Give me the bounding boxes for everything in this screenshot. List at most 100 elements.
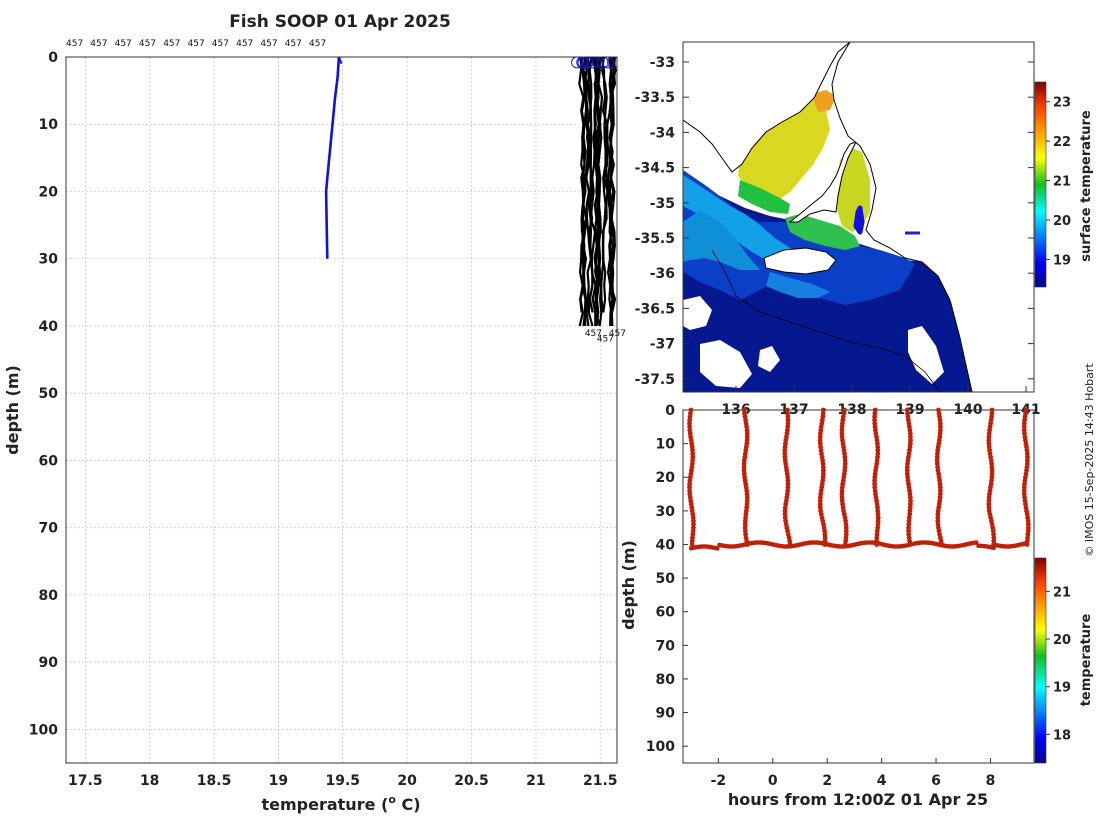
map-y-tick-label: -37.5: [635, 372, 675, 388]
cloud-gap: [908, 326, 944, 384]
section-y-ticks: 0 10 20 30 40 50 60 70 80 90 100: [646, 403, 688, 755]
black-profile-line: [600, 57, 609, 313]
section-point: [842, 461, 848, 467]
section-point: [822, 542, 828, 547]
profile-y-tick-label: 20: [39, 184, 59, 200]
map-colorbar-tick-label: 21: [1053, 175, 1071, 190]
section-point: [875, 505, 880, 510]
ocean-patch: [766, 272, 830, 298]
section-point: [821, 468, 826, 473]
section-point: [991, 538, 997, 544]
section-point: [689, 538, 695, 544]
section-data: [687, 407, 1031, 551]
section-point: [986, 501, 992, 507]
section-point: [934, 458, 940, 463]
profile-y-tick-label: 80: [39, 588, 59, 604]
section-y-tick-label: 30: [656, 504, 676, 520]
section-point: [843, 521, 849, 527]
section-panel: 0 10 20 30 40 50 60 70 80 90 100 -2 0 2 4 6 8 hours fro…: [619, 403, 1094, 809]
profile-y-tick-label: 90: [39, 655, 59, 671]
map-y-tick-label: -35.5: [635, 231, 675, 247]
section-point: [991, 535, 997, 541]
map-y-tick-label: -35: [650, 196, 675, 212]
section-y-tick-label: 40: [656, 537, 676, 553]
section-point: [785, 484, 791, 490]
section-x-ticks: -2 0 2 4 6 8: [711, 758, 995, 789]
section-point: [690, 447, 695, 453]
profile-top-label: 457: [188, 39, 205, 49]
map-y-tick-label: -37: [650, 337, 675, 353]
section-colorbar-tick-label: 19: [1053, 681, 1071, 696]
section-x-tick-label: -2: [711, 773, 727, 789]
section-point: [875, 521, 881, 527]
profile-axes-frame: [65, 56, 618, 764]
section-point: [904, 407, 910, 413]
black-profile-line: [580, 57, 588, 327]
black-profile-line: [608, 57, 617, 327]
surface-marker: [607, 57, 617, 69]
section-colorbar-tick-label: 21: [1053, 585, 1071, 600]
ocean-shelf-west: [683, 210, 760, 270]
investigator-strait: [785, 214, 860, 250]
section-point: [989, 468, 995, 473]
section-point: [905, 461, 910, 467]
map-y-ticks: -33 -33.5 -34 -34.5 -35 -35.5 -36 -36.5 -37 -37.5: [635, 55, 1034, 388]
section-point: [906, 518, 912, 524]
profile-y-label: depth (m): [3, 365, 22, 455]
profile-top-label: 457: [139, 39, 156, 49]
section-y-tick-label: 80: [656, 672, 676, 688]
section-colorbar: [1034, 557, 1047, 764]
section-point: [745, 542, 750, 547]
section-point: [1025, 458, 1030, 463]
map-panel: -33 -33.5 -34 -34.5 -35 -35.5 -36 -36.5 -37 -37.5…: [635, 41, 1094, 418]
section-x-label: hours from 12:00Z 01 Apr 25: [728, 790, 988, 809]
section-point: [908, 501, 913, 507]
section-point: [874, 538, 880, 544]
section-point: [906, 521, 912, 527]
profile-y-tick-label: 50: [39, 386, 59, 402]
section-point: [1025, 518, 1031, 524]
section-point: [741, 464, 747, 470]
profile-x-ticks: 17.5 18 18.5 19 19.5 20 20.5 21 21.5: [68, 773, 618, 789]
section-point: [872, 474, 878, 480]
profile-y-ticks: 0 10 20 30 40 50 60 70 80 90 100: [29, 50, 58, 738]
section-frame: [682, 409, 1035, 764]
map-y-tick-label: -36.5: [635, 301, 675, 317]
section-point: [991, 542, 996, 547]
section-point: [691, 521, 696, 527]
black-profile-line: [594, 57, 602, 313]
spencer-gulf: [738, 92, 830, 200]
section-point: [742, 521, 748, 527]
latest-profile-line: [324, 57, 341, 259]
section-point: [1024, 451, 1030, 457]
map-colorbar-label: surface temperature: [1079, 110, 1094, 262]
section-point: [906, 525, 911, 531]
section-point: [1025, 521, 1031, 527]
section-point: [843, 528, 849, 534]
cloud-gap: [700, 340, 752, 388]
section-point: [782, 451, 788, 457]
section-point: [782, 508, 788, 514]
profile-top-label: 457: [115, 39, 132, 49]
chart-title: Fish SOOP 01 Apr 2025: [229, 12, 451, 32]
eyre-peninsula: [683, 42, 851, 173]
section-point: [874, 532, 880, 537]
section-point: [839, 424, 845, 430]
section-colorbar-ticks: 18 19 20 21: [1046, 585, 1071, 743]
section-point: [689, 542, 695, 547]
black-profiles: [571, 57, 617, 327]
cloud-gap: [683, 296, 712, 330]
surface-marker: [571, 57, 584, 69]
profile-y-tick-label: 70: [39, 521, 59, 537]
section-point: [741, 458, 747, 463]
section-point: [744, 434, 750, 440]
map-y-tick-label: -33.5: [635, 90, 675, 106]
section-point: [1021, 424, 1027, 430]
section-point: [986, 505, 992, 510]
map-frame: [682, 41, 1035, 393]
section-x-tick-label: 0: [768, 773, 778, 789]
profile-x-tick-label: 20: [397, 773, 417, 789]
black-profile-line: [599, 57, 608, 313]
map-y-tick-label: -34: [650, 125, 676, 141]
